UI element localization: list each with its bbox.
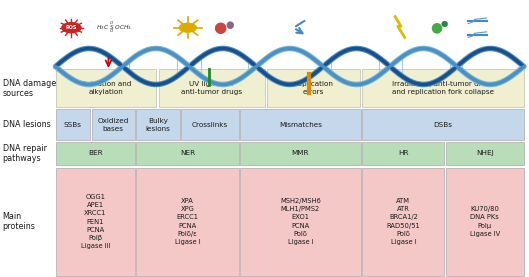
Text: SSBs: SSBs bbox=[63, 122, 82, 128]
FancyBboxPatch shape bbox=[181, 109, 239, 140]
FancyBboxPatch shape bbox=[56, 142, 135, 165]
Text: ●: ● bbox=[431, 21, 442, 35]
Text: DNA lesions: DNA lesions bbox=[3, 120, 50, 129]
FancyBboxPatch shape bbox=[136, 168, 239, 276]
Text: ●: ● bbox=[226, 20, 234, 30]
Text: Bulky
lesions: Bulky lesions bbox=[145, 118, 171, 132]
Text: NER: NER bbox=[180, 150, 195, 157]
Text: DNA damage
sources: DNA damage sources bbox=[3, 79, 56, 98]
FancyBboxPatch shape bbox=[240, 109, 361, 140]
Text: Replication
errors: Replication errors bbox=[294, 81, 333, 95]
Circle shape bbox=[179, 23, 196, 32]
Text: UV light and
anti-tumor drugs: UV light and anti-tumor drugs bbox=[181, 81, 242, 95]
Text: Main
proteins: Main proteins bbox=[3, 212, 35, 231]
FancyBboxPatch shape bbox=[446, 168, 524, 276]
Text: MMR: MMR bbox=[291, 150, 309, 157]
FancyBboxPatch shape bbox=[159, 69, 264, 107]
Text: Mismatches: Mismatches bbox=[279, 122, 322, 128]
FancyBboxPatch shape bbox=[362, 168, 444, 276]
FancyBboxPatch shape bbox=[56, 168, 135, 276]
Text: $H_3C$ $\overset{O}{\underset{O}{S}}$ $OCH_3$: $H_3C$ $\overset{O}{\underset{O}{S}}$ $O… bbox=[96, 20, 132, 36]
FancyBboxPatch shape bbox=[362, 69, 524, 107]
FancyBboxPatch shape bbox=[240, 142, 361, 165]
FancyBboxPatch shape bbox=[240, 168, 361, 276]
Text: Irradiation, anti-tumor drugs
and replication fork collapse: Irradiation, anti-tumor drugs and replic… bbox=[391, 81, 495, 95]
FancyBboxPatch shape bbox=[56, 109, 90, 140]
Text: NHEJ: NHEJ bbox=[476, 150, 494, 157]
Text: BER: BER bbox=[88, 150, 103, 157]
Text: ●: ● bbox=[213, 20, 226, 35]
Text: Crosslinks: Crosslinks bbox=[192, 122, 228, 128]
FancyBboxPatch shape bbox=[446, 142, 524, 165]
Text: ROS: ROS bbox=[66, 25, 77, 30]
Circle shape bbox=[62, 23, 81, 33]
Text: Oxidation and
alkylation: Oxidation and alkylation bbox=[80, 81, 131, 95]
Text: KU70/80
DNA PKs
Polμ
Ligase IV: KU70/80 DNA PKs Polμ Ligase IV bbox=[470, 206, 500, 237]
Text: XPA
XPG
ERCC1
PCNA
Polδ/ε
Ligase I: XPA XPG ERCC1 PCNA Polδ/ε Ligase I bbox=[175, 198, 200, 245]
Text: MSH2/MSH6
MLH1/PMS2
EXO1
PCNA
Polδ
Ligase I: MSH2/MSH6 MLH1/PMS2 EXO1 PCNA Polδ Ligas… bbox=[280, 198, 321, 245]
Text: DNA repair
pathways: DNA repair pathways bbox=[3, 144, 47, 163]
FancyBboxPatch shape bbox=[362, 109, 524, 140]
FancyBboxPatch shape bbox=[136, 142, 239, 165]
Text: HR: HR bbox=[398, 150, 408, 157]
Text: DSBs: DSBs bbox=[434, 122, 452, 128]
FancyBboxPatch shape bbox=[362, 142, 444, 165]
FancyBboxPatch shape bbox=[56, 69, 156, 107]
Text: ATM
ATR
BRCA1/2
RAD50/51
Polδ
Ligase I: ATM ATR BRCA1/2 RAD50/51 Polδ Ligase I bbox=[387, 198, 420, 245]
Text: Oxidized
bases: Oxidized bases bbox=[97, 118, 129, 132]
Text: ●: ● bbox=[441, 19, 448, 28]
FancyBboxPatch shape bbox=[136, 109, 180, 140]
FancyBboxPatch shape bbox=[267, 69, 360, 107]
FancyBboxPatch shape bbox=[92, 109, 135, 140]
Text: OGG1
APE1
XRCC1
FEN1
PCNA
Polβ
Ligase III: OGG1 APE1 XRCC1 FEN1 PCNA Polβ Ligase II… bbox=[80, 194, 110, 249]
